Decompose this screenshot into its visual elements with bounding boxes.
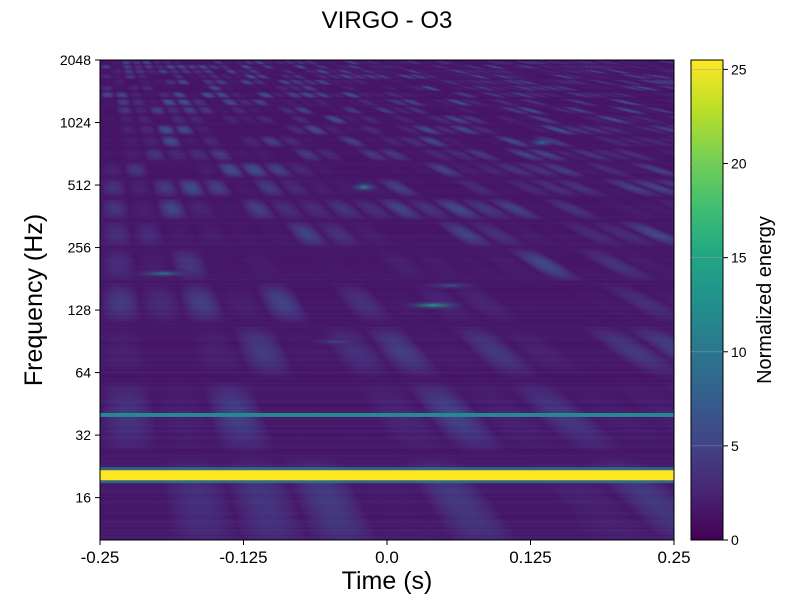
y-axis-label: Frequency (Hz) bbox=[20, 214, 48, 386]
energy-blob bbox=[125, 268, 202, 279]
colorbar-tick-label: 20 bbox=[731, 156, 747, 172]
colorbar-ticks: 0 5 10 15 20 25 bbox=[691, 61, 747, 548]
spectrogram-texture bbox=[100, 60, 674, 540]
y-tick-label: 2048 bbox=[60, 52, 91, 68]
energy-band bbox=[100, 412, 674, 417]
y-tick-label: 128 bbox=[68, 302, 92, 318]
x-tick-label: 0.125 bbox=[509, 548, 552, 567]
energy-band bbox=[100, 470, 674, 481]
energy-blob bbox=[297, 336, 374, 347]
colorbar-tick-label: 5 bbox=[731, 438, 739, 454]
chart-title: VIRGO - O3 bbox=[322, 7, 453, 34]
x-tick-label: -0.25 bbox=[81, 548, 120, 567]
colorbar-gradient bbox=[690, 59, 724, 541]
x-axis-label: Time (s) bbox=[342, 567, 433, 595]
energy-blob bbox=[346, 181, 383, 194]
y-tick-label: 512 bbox=[68, 177, 92, 193]
plot-area bbox=[100, 60, 674, 540]
x-tick-label: -0.125 bbox=[219, 548, 267, 567]
x-tick-label: 0.0 bbox=[375, 548, 399, 567]
energy-blob bbox=[523, 136, 560, 149]
energy-blob bbox=[412, 280, 489, 291]
y-tick-label: 32 bbox=[75, 427, 91, 443]
energy-blob bbox=[394, 300, 471, 311]
y-tick-label: 64 bbox=[75, 365, 91, 381]
y-tick-label: 1024 bbox=[60, 115, 91, 131]
y-tick-label: 256 bbox=[68, 240, 92, 256]
x-tick-label: 0.25 bbox=[657, 548, 690, 567]
x-axis: -0.25 -0.125 0.0 0.125 0.25 bbox=[81, 540, 691, 567]
colorbar-tick-label: 0 bbox=[731, 532, 739, 548]
colorbar-tick-label: 25 bbox=[731, 61, 747, 77]
colorbar-label: Normalized energy bbox=[754, 216, 776, 384]
colorbar-tick-label: 15 bbox=[731, 250, 747, 266]
y-tick-label: 16 bbox=[75, 490, 91, 506]
colorbar: 0 5 10 15 20 25 bbox=[690, 59, 747, 548]
colorbar-tick-label: 10 bbox=[731, 344, 747, 360]
y-axis: 16 32 64 128 256 512 1024 2048 bbox=[60, 52, 100, 506]
